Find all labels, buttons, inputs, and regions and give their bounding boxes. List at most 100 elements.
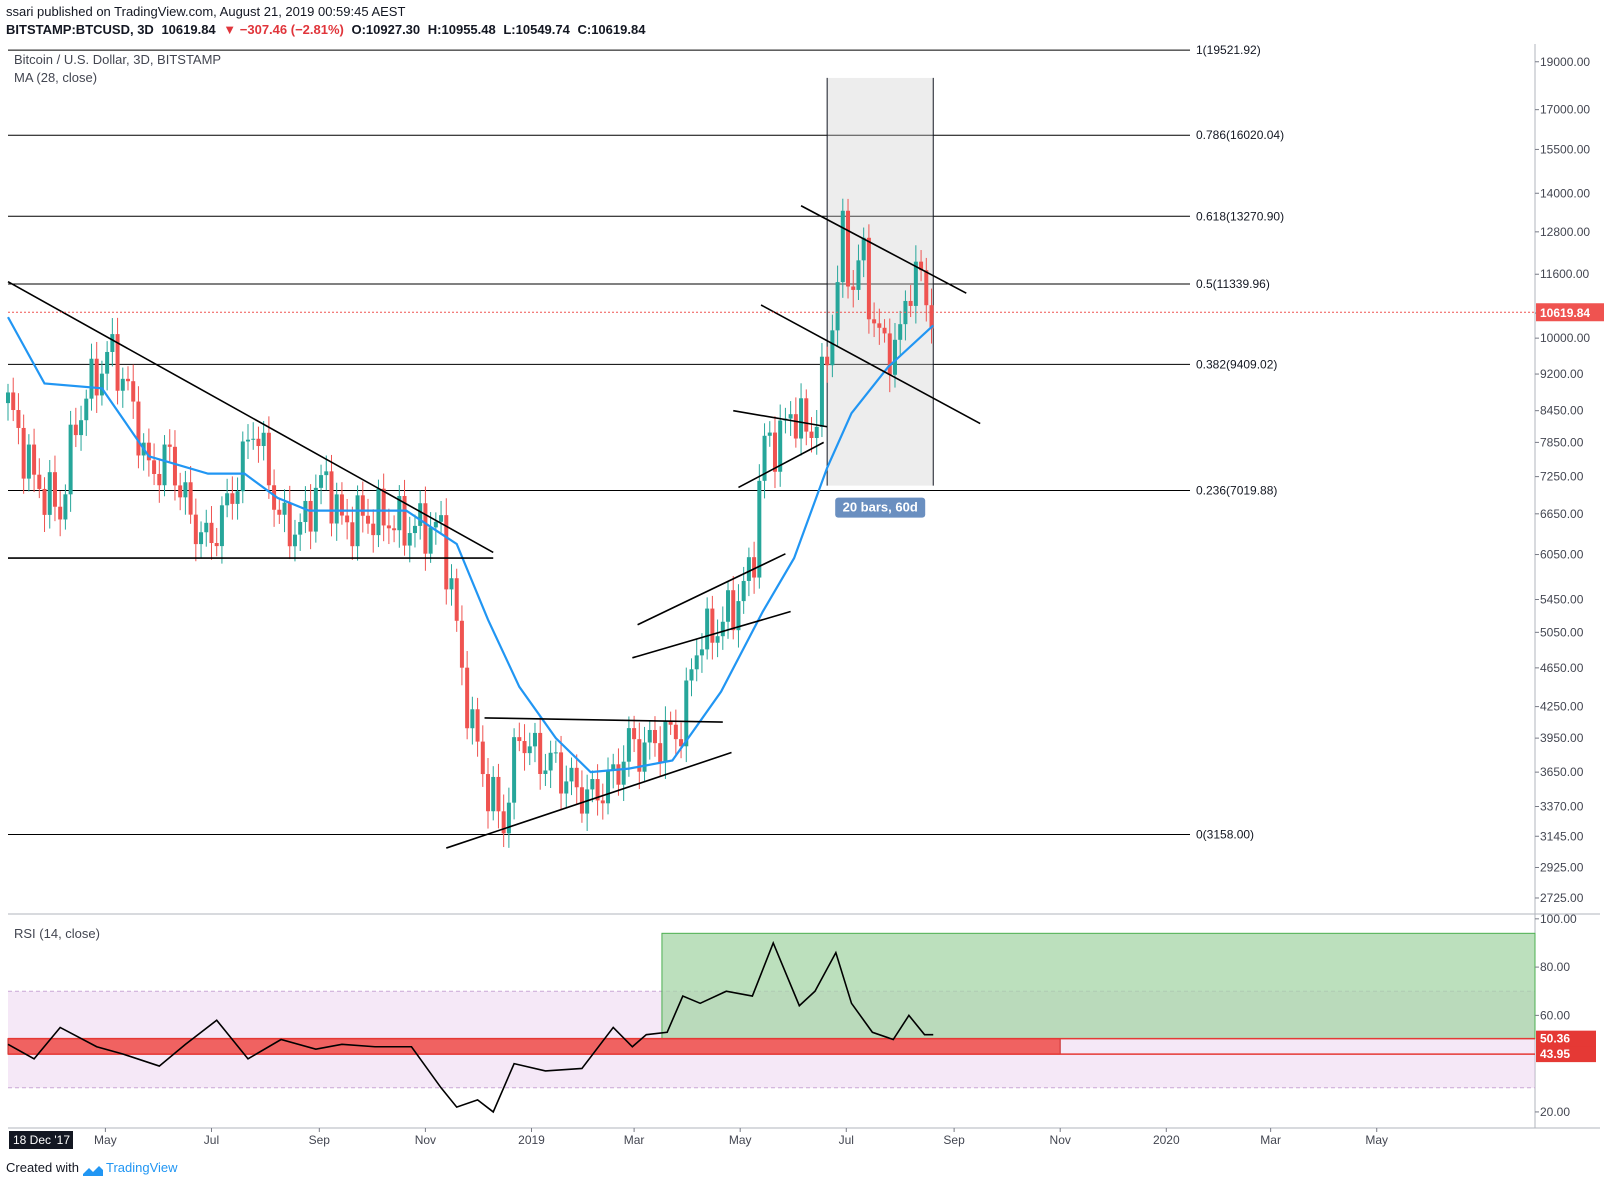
chart-title: Bitcoin / U.S. Dollar, 3D, BITSTAMP — [14, 52, 222, 67]
candle-body — [146, 442, 151, 461]
price-tick-label: 3950.00 — [1540, 731, 1584, 745]
candle-body — [553, 752, 558, 754]
fib-level-label: 0.5(11339.96) — [1196, 277, 1270, 291]
candle-body — [611, 764, 616, 771]
ma-line — [7, 316, 934, 774]
rsi-level-tag — [1536, 1046, 1596, 1063]
candle-body — [454, 578, 459, 621]
rsi-zone — [7, 1038, 1061, 1055]
candle-body — [219, 505, 224, 547]
candle-body — [47, 472, 52, 515]
candle-body — [668, 720, 673, 725]
candle-body — [658, 743, 663, 763]
candle-body — [381, 488, 386, 526]
trendline — [800, 205, 967, 294]
candle-body — [6, 392, 10, 404]
time-tick-label: 2019 — [518, 1133, 545, 1147]
candle-body — [324, 471, 329, 476]
candle-body — [538, 732, 543, 774]
open-value: O:10927.30 — [351, 22, 421, 37]
candle-body — [418, 503, 423, 526]
candle-body — [512, 737, 517, 803]
candle-body — [459, 620, 464, 668]
candle-body — [851, 286, 856, 290]
candle-body — [496, 776, 501, 812]
candle-body — [929, 305, 934, 329]
candle-body — [334, 494, 339, 524]
price-tick-label: 7250.00 — [1540, 470, 1584, 484]
candle-body — [261, 432, 266, 447]
fib-level-label: 1(19521.92) — [1196, 43, 1261, 57]
price-tick-label: 15500.00 — [1540, 142, 1590, 156]
candle-body — [366, 515, 371, 524]
time-tick-label: Mar — [624, 1133, 645, 1147]
candle-body — [350, 522, 355, 547]
candle-body — [439, 515, 444, 522]
candle-body — [230, 493, 235, 504]
candle-body — [152, 460, 157, 474]
candle-body — [475, 709, 480, 742]
candle-body — [42, 488, 47, 515]
price-tick-label: 14000.00 — [1540, 186, 1590, 200]
time-tick-label: Nov — [1050, 1133, 1071, 1147]
trendline — [7, 281, 494, 554]
candle-body — [282, 502, 287, 515]
candle-body — [449, 578, 454, 590]
candle-body — [595, 779, 600, 801]
rsi-tick-label: 20.00 — [1540, 1105, 1570, 1119]
candle-body — [919, 261, 924, 271]
candle-body — [79, 420, 84, 436]
candle-body — [188, 482, 193, 515]
candle-body — [235, 491, 240, 504]
candle-body — [746, 557, 751, 581]
candle-body — [778, 420, 783, 472]
candle-body — [767, 432, 772, 436]
candle-body — [799, 398, 804, 439]
candle-body — [621, 761, 626, 785]
candle-body — [26, 444, 31, 479]
trendline — [484, 717, 723, 723]
ohlc-line: BITSTAMP:BTCUSD, 3D 10619.84 ▼ −307.46 (… — [6, 22, 649, 37]
candle-body — [898, 324, 903, 340]
candle-body — [684, 680, 689, 747]
candle-body — [345, 515, 350, 523]
candle-body — [814, 426, 819, 438]
candle-body — [819, 356, 824, 427]
rsi-tick-label: 80.00 — [1540, 960, 1570, 974]
candle-body — [392, 528, 397, 531]
trendline — [733, 409, 828, 428]
candle-body — [616, 764, 621, 785]
time-tick-label: 2020 — [1153, 1133, 1180, 1147]
candle-body — [574, 767, 579, 788]
candle-body — [752, 557, 757, 578]
candle-body — [214, 543, 219, 547]
time-tick-label: May — [94, 1133, 117, 1147]
candle-body — [626, 728, 631, 762]
trendline — [632, 610, 791, 659]
fib-level-label: 0.618(13270.90) — [1196, 209, 1284, 223]
rsi-line — [7, 940, 934, 1114]
candle-body — [120, 378, 125, 391]
candle-body — [532, 732, 537, 747]
candle-body — [32, 444, 37, 475]
candle-body — [465, 667, 470, 729]
price-tick-label: 17000.00 — [1540, 103, 1590, 117]
price-tick-label: 3370.00 — [1540, 800, 1584, 814]
price-tick-label: 3650.00 — [1540, 765, 1584, 779]
candle-body — [715, 636, 720, 643]
candle-body — [517, 737, 522, 742]
trendline — [760, 304, 981, 425]
price-tick-label: 3145.00 — [1540, 829, 1584, 843]
candle-body — [89, 358, 94, 399]
candle-body — [308, 500, 313, 532]
candle-body — [840, 210, 845, 283]
candle-body — [720, 621, 725, 637]
candle-body — [877, 323, 882, 328]
date-range-label: 20 bars, 60d — [843, 500, 918, 515]
candle-body — [225, 493, 230, 506]
price-tick-label: 5050.00 — [1540, 625, 1584, 639]
candle-body — [736, 601, 741, 631]
candle-body — [204, 522, 209, 533]
candle-body — [892, 339, 897, 375]
